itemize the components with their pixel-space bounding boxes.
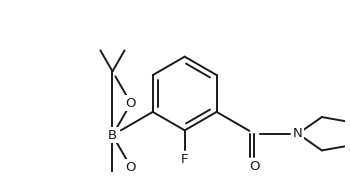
Text: N: N bbox=[293, 127, 303, 140]
Text: B: B bbox=[108, 129, 117, 142]
Text: O: O bbox=[126, 97, 136, 110]
Text: O: O bbox=[249, 160, 260, 173]
Text: F: F bbox=[181, 153, 188, 166]
Text: O: O bbox=[126, 161, 136, 174]
